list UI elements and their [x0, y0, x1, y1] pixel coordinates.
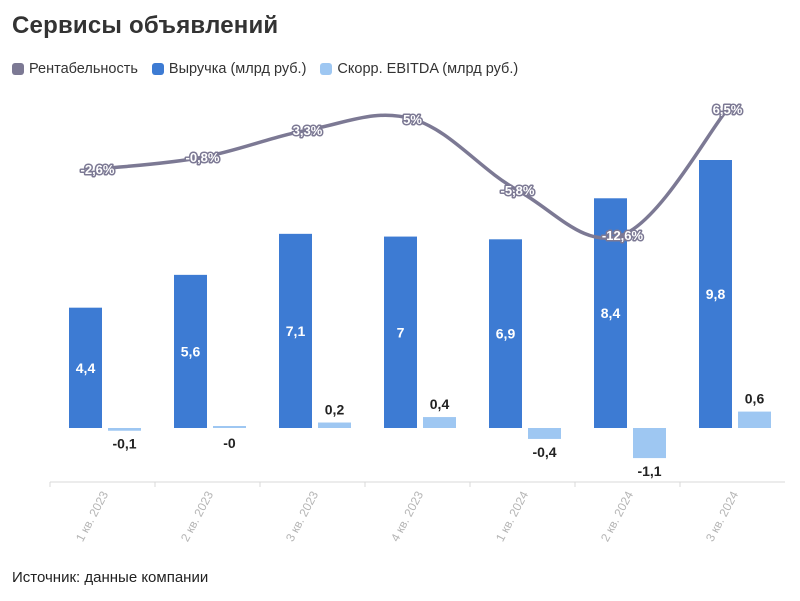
revenue-bar: [69, 307, 102, 428]
x-tick-label: 4 кв. 2023: [388, 489, 426, 544]
margin-point-label: 6,5%: [713, 102, 743, 117]
revenue-bar: [174, 274, 207, 428]
ebitda-bar: [738, 411, 771, 428]
ebitda-bar: [318, 422, 351, 428]
ebitda-bar: [108, 428, 141, 431]
x-tick-label: 1 кв. 2024: [493, 489, 531, 544]
revenue-bar-label: 8,4: [601, 305, 621, 321]
legend-label-revenue: Выручка (млрд руб.): [168, 61, 307, 77]
ebitda-bar-label: -1,1: [637, 463, 661, 479]
margin-point-label: -0,8%: [186, 150, 220, 165]
x-tick-label: 3 кв. 2023: [283, 489, 321, 544]
revenue-bar: [699, 160, 732, 428]
ebitda-bar: [423, 417, 456, 428]
legend-label-margin: Рентабельность: [29, 61, 138, 77]
legend-swatch-margin: [12, 63, 24, 75]
ebitda-bar-label: -0,4: [532, 444, 556, 460]
x-tick-label: 2 кв. 2024: [598, 489, 636, 544]
legend: Рентабельность Выручка (млрд руб.) Скорр…: [12, 61, 532, 77]
margin-line: [95, 107, 730, 240]
margin-point-label: -5,8%: [501, 183, 535, 198]
legend-swatch-ebitda: [320, 63, 333, 75]
ebitda-bar: [633, 428, 666, 459]
x-tick-label: 2 кв. 2023: [178, 489, 216, 544]
margin-point-label: -12,6%: [602, 228, 644, 243]
legend-item-ebitda[interactable]: Скорр. EBITDA (млрд руб.): [320, 61, 518, 77]
ebitda-bar-label: -0: [223, 435, 236, 451]
ebitda-bar-label: 0,6: [745, 391, 765, 407]
revenue-bar-label: 5,6: [181, 343, 201, 359]
margin-point-label: -2,6%: [81, 162, 115, 177]
x-tick-label: 1 кв. 2023: [73, 489, 111, 544]
margin-point-label: 5%: [403, 112, 422, 127]
source-note: Источник: данные компании: [12, 569, 209, 586]
x-tick-label: 3 кв. 2024: [703, 489, 741, 544]
revenue-bar-label: 7,1: [286, 323, 306, 339]
legend-item-margin[interactable]: Рентабельность: [12, 61, 138, 77]
revenue-bar-label: 4,4: [76, 360, 96, 376]
revenue-bar: [489, 239, 522, 428]
revenue-bar-label: 6,9: [496, 326, 516, 342]
ebitda-bar: [528, 428, 561, 439]
ebitda-bar: [213, 426, 246, 428]
ebitda-bar-label: 0,2: [325, 402, 345, 418]
revenue-bar: [384, 236, 417, 428]
revenue-bar-label: 7: [397, 324, 405, 340]
legend-item-revenue[interactable]: Выручка (млрд руб.): [151, 61, 307, 77]
revenue-bar-label: 9,8: [706, 286, 726, 302]
ebitda-bar-label: 0,4: [430, 396, 450, 412]
revenue-bar: [279, 233, 312, 428]
chart-title: Сервисы объявлений: [12, 12, 279, 39]
ebitda-bar-label: -0,1: [112, 436, 136, 452]
margin-point-label: 3,3%: [293, 123, 323, 138]
legend-label-ebitda: Скорр. EBITDA (млрд руб.): [337, 61, 519, 77]
legend-swatch-revenue: [151, 63, 164, 75]
